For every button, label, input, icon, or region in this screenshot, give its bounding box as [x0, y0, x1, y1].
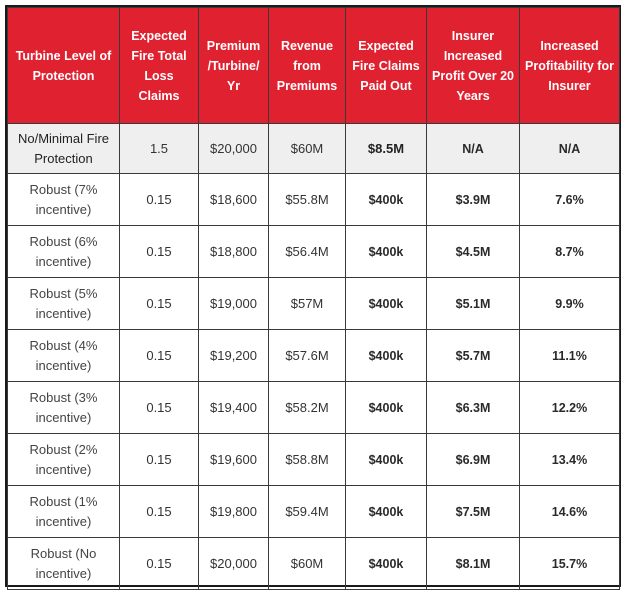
table-row: Robust (1% incentive) 0.15 $19,800 $59.4…: [7, 485, 620, 538]
claims-paid-cell: $400k: [345, 485, 427, 538]
profit-cell: $3.9M: [426, 173, 520, 226]
protection-level-cell: Robust (1% incentive): [7, 485, 120, 538]
loss-claims-cell: 0.15: [119, 433, 199, 486]
header-protection-level: Turbine Level of Protection: [7, 7, 120, 124]
protection-level-cell: Robust (3% incentive): [7, 381, 120, 434]
profit-cell: $6.9M: [426, 433, 520, 486]
protection-level-cell: No/Minimal Fire Protection: [7, 123, 120, 174]
loss-claims-cell: 0.15: [119, 173, 199, 226]
premium-cell: $18,600: [198, 173, 269, 226]
profit-cell: $5.1M: [426, 277, 520, 330]
claims-paid-cell: $8.5M: [345, 123, 427, 174]
header-increased-profit: Insurer Increased Profit Over 20 Years: [426, 7, 520, 124]
premium-cell: $18,800: [198, 225, 269, 278]
revenue-cell: $57M: [268, 277, 346, 330]
revenue-cell: $59.4M: [268, 485, 346, 538]
table-header-row: Turbine Level of Protection Expected Fir…: [7, 7, 620, 124]
profitability-cell: 14.6%: [519, 485, 620, 538]
premium-cell: $19,000: [198, 277, 269, 330]
revenue-cell: $60M: [268, 537, 346, 590]
revenue-cell: $58.2M: [268, 381, 346, 434]
protection-level-cell: Robust (No incentive): [7, 537, 120, 590]
revenue-cell: $60M: [268, 123, 346, 174]
header-increased-profitability: Increased Profitability for Insurer: [519, 7, 620, 124]
revenue-cell: $56.4M: [268, 225, 346, 278]
claims-paid-cell: $400k: [345, 381, 427, 434]
header-expected-loss-claims: Expected Fire Total Loss Claims: [119, 7, 199, 124]
table-row: Robust (5% incentive) 0.15 $19,000 $57M …: [7, 277, 620, 330]
claims-paid-cell: $400k: [345, 329, 427, 382]
revenue-cell: $57.6M: [268, 329, 346, 382]
loss-claims-cell: 0.15: [119, 485, 199, 538]
revenue-cell: $55.8M: [268, 173, 346, 226]
profit-cell: $8.1M: [426, 537, 520, 590]
profit-cell: $5.7M: [426, 329, 520, 382]
claims-paid-cell: $400k: [345, 173, 427, 226]
loss-claims-cell: 1.5: [119, 123, 199, 174]
profitability-cell: 11.1%: [519, 329, 620, 382]
table-row: Robust (7% incentive) 0.15 $18,600 $55.8…: [7, 173, 620, 226]
profit-cell: $6.3M: [426, 381, 520, 434]
premium-cell: $19,200: [198, 329, 269, 382]
table-row: Robust (No incentive) 0.15 $20,000 $60M …: [7, 537, 620, 590]
loss-claims-cell: 0.15: [119, 381, 199, 434]
table-row: Robust (3% incentive) 0.15 $19,400 $58.2…: [7, 381, 620, 434]
profitability-cell: 13.4%: [519, 433, 620, 486]
protection-level-cell: Robust (4% incentive): [7, 329, 120, 382]
profit-cell: N/A: [426, 123, 520, 174]
loss-claims-cell: 0.15: [119, 277, 199, 330]
table-row: Robust (4% incentive) 0.15 $19,200 $57.6…: [7, 329, 620, 382]
table-row: Robust (2% incentive) 0.15 $19,600 $58.8…: [7, 433, 620, 486]
table-row: Robust (6% incentive) 0.15 $18,800 $56.4…: [7, 225, 620, 278]
profitability-cell: 8.7%: [519, 225, 620, 278]
premium-cell: $19,800: [198, 485, 269, 538]
claims-paid-cell: $400k: [345, 225, 427, 278]
profit-cell: $4.5M: [426, 225, 520, 278]
profitability-cell: N/A: [519, 123, 620, 174]
profitability-cell: 15.7%: [519, 537, 620, 590]
premium-cell: $20,000: [198, 537, 269, 590]
premium-cell: $19,600: [198, 433, 269, 486]
table-row: No/Minimal Fire Protection 1.5 $20,000 $…: [7, 123, 620, 174]
revenue-cell: $58.8M: [268, 433, 346, 486]
premium-cell: $19,400: [198, 381, 269, 434]
profitability-cell: 12.2%: [519, 381, 620, 434]
header-revenue-from-premiums: Revenue from Premiums: [268, 7, 346, 124]
profitability-cell: 9.9%: [519, 277, 620, 330]
protection-level-cell: Robust (7% incentive): [7, 173, 120, 226]
protection-level-cell: Robust (2% incentive): [7, 433, 120, 486]
loss-claims-cell: 0.15: [119, 225, 199, 278]
loss-claims-cell: 0.15: [119, 537, 199, 590]
insurance-comparison-table-frame: Turbine Level of Protection Expected Fir…: [5, 5, 621, 590]
loss-claims-cell: 0.15: [119, 329, 199, 382]
claims-paid-cell: $400k: [345, 433, 427, 486]
header-expected-claims-paid: Expected Fire Claims Paid Out: [345, 7, 427, 124]
protection-level-cell: Robust (5% incentive): [7, 277, 120, 330]
profitability-cell: 7.6%: [519, 173, 620, 226]
header-premium-per-turbine: Premium /Turbine/ Yr: [198, 7, 269, 124]
claims-paid-cell: $400k: [345, 537, 427, 590]
profit-cell: $7.5M: [426, 485, 520, 538]
insurance-comparison-table: Turbine Level of Protection Expected Fir…: [7, 7, 620, 590]
claims-paid-cell: $400k: [345, 277, 427, 330]
premium-cell: $20,000: [198, 123, 269, 174]
protection-level-cell: Robust (6% incentive): [7, 225, 120, 278]
